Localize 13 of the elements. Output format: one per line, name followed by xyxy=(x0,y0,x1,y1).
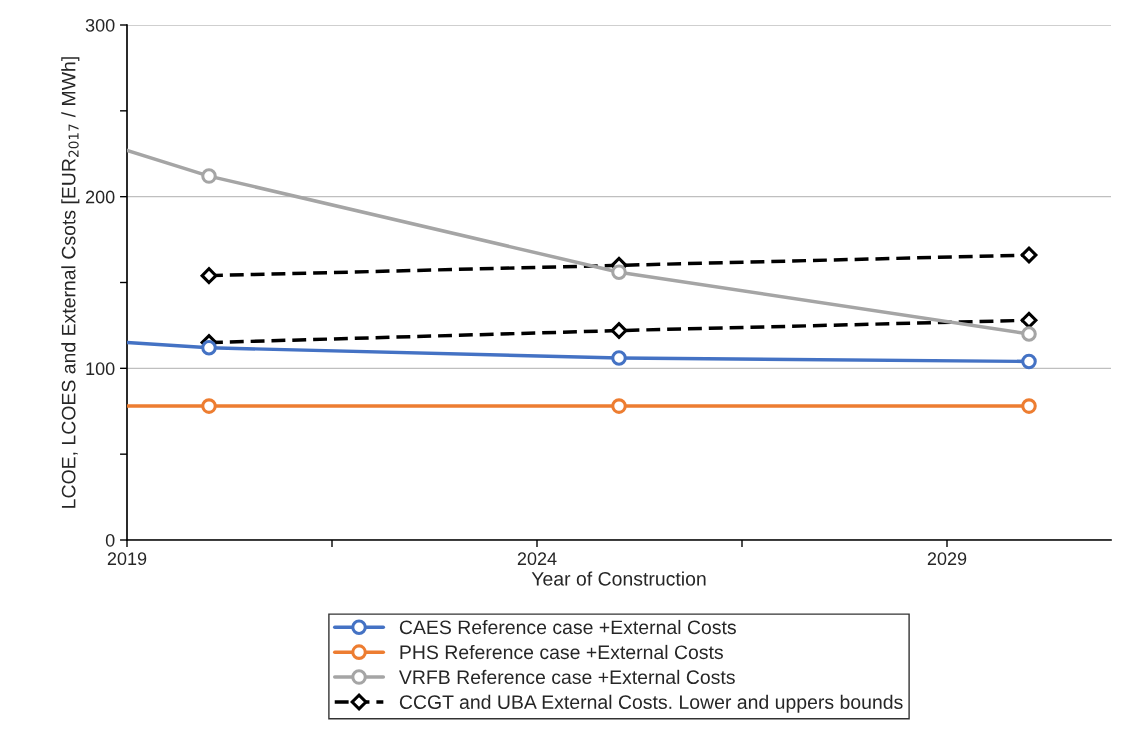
x-axis-title: Year of Construction xyxy=(531,571,706,586)
y-axis-title: LCOE, LCOES and External Csots [EUR$_{2017}$ / MWh] xyxy=(61,57,80,508)
y-tick-label: 200 xyxy=(85,190,115,204)
x-tick-label: 2019 xyxy=(107,552,147,566)
legend-label: CAES Reference case +External Costs xyxy=(399,619,736,635)
legend-label: PHS Reference case +External Costs xyxy=(400,644,723,660)
y-tick-label: 0 xyxy=(105,533,115,547)
y-tick-label: 300 xyxy=(85,18,115,32)
y-tick-label: 100 xyxy=(86,362,115,376)
legend-label: VRFB Reference case +External Costs xyxy=(398,669,735,685)
x-tick-label: 2029 xyxy=(927,552,967,566)
legend-label: CCGT and UBA External Costs. Lower and uppers bounds xyxy=(399,694,903,713)
x-tick-label: 2024 xyxy=(517,552,557,566)
